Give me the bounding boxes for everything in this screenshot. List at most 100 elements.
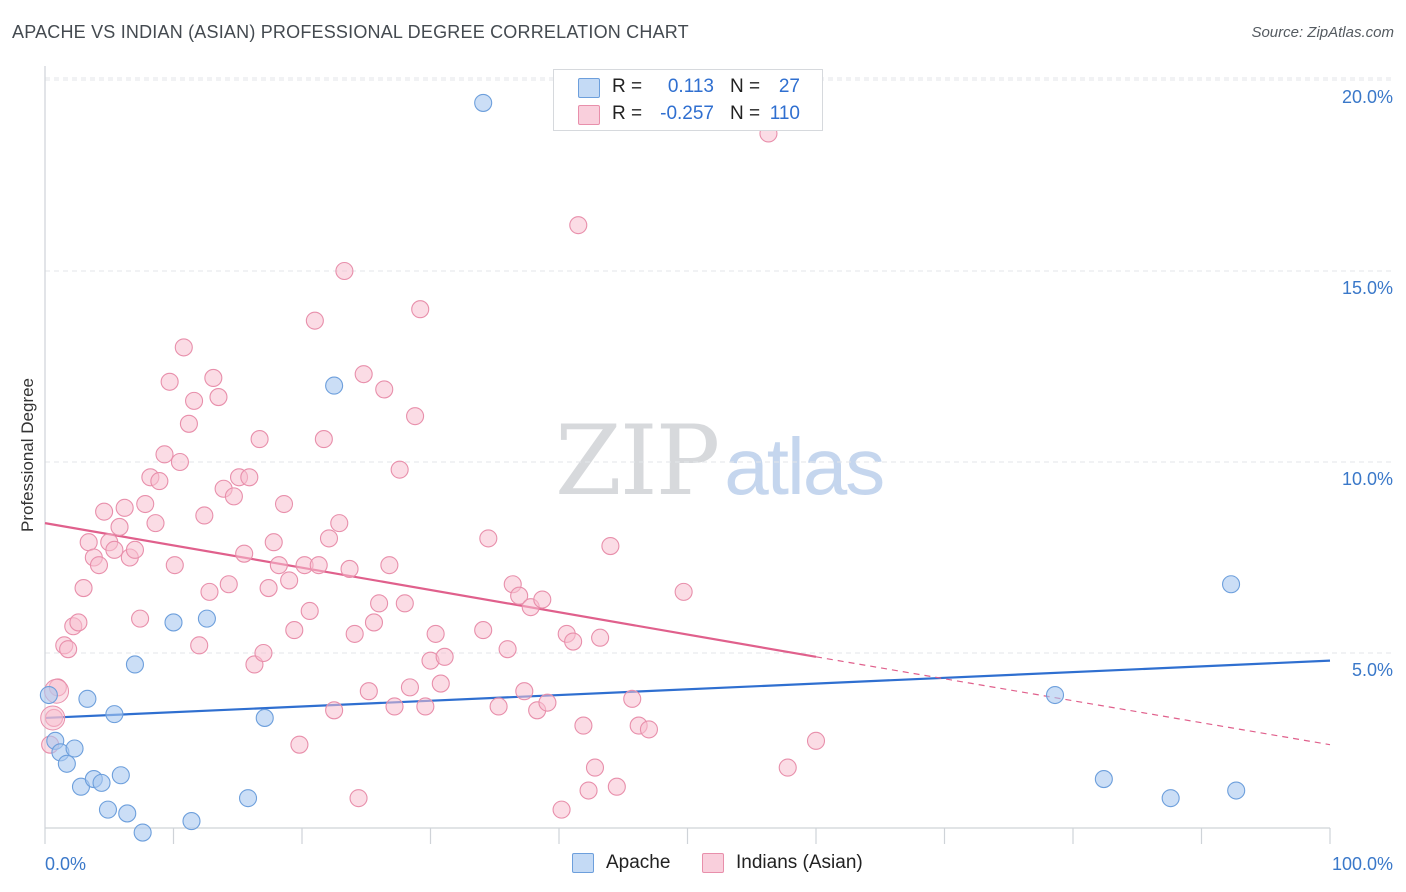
data-point-indian — [426, 624, 445, 643]
data-point-apache — [255, 708, 274, 727]
data-point-apache — [182, 812, 201, 831]
data-point-indian — [474, 621, 493, 640]
data-point-indian — [623, 689, 642, 708]
data-point-indian — [115, 498, 134, 517]
chart-title: APACHE VS INDIAN (ASIAN) PROFESSIONAL DE… — [12, 22, 689, 42]
data-point-indian — [204, 368, 223, 388]
series-apache — [39, 93, 1246, 842]
data-point-indian — [806, 731, 826, 750]
tick-labels: 5.0% 10.0% 15.0% 20.0% 0.0% 100.0% — [45, 87, 1393, 874]
legend-swatch-apache — [578, 78, 600, 98]
y-tick-label: 10.0% — [1342, 469, 1393, 489]
data-point-indian — [274, 494, 294, 514]
data-point-apache — [474, 93, 493, 112]
data-point-apache — [39, 685, 58, 705]
series-indian-asian — [40, 124, 826, 819]
data-point-indian — [390, 460, 409, 479]
legend-row-apache: R = 0.113 N = 27 — [554, 74, 822, 100]
data-point-indian — [170, 452, 189, 472]
data-point-apache — [197, 609, 216, 628]
bottom-legend-swatch-indian — [702, 853, 724, 873]
axes — [44, 66, 1331, 844]
trend-line-apache — [44, 659, 1331, 720]
data-point-indian — [165, 556, 184, 575]
data-point-indian — [209, 388, 228, 407]
data-point-indian — [125, 540, 144, 559]
data-point-indian — [601, 536, 620, 556]
data-point-indian — [400, 678, 419, 697]
legend-r-value: -0.257 — [660, 103, 714, 124]
data-point-indian — [280, 571, 299, 590]
trend-line-indian — [44, 522, 817, 658]
data-point-apache — [133, 823, 152, 842]
data-point-indian — [574, 716, 593, 735]
data-point-indian — [264, 533, 283, 552]
y-tick-label: 5.0% — [1352, 660, 1393, 680]
data-point-indian — [591, 628, 610, 647]
data-point-indian — [250, 430, 269, 449]
data-point-apache — [1094, 770, 1113, 789]
data-point-indian — [489, 697, 508, 716]
grid-lines — [45, 77, 1395, 654]
data-point-indian — [89, 556, 109, 575]
data-point-indian — [416, 697, 435, 716]
data-point-indian — [185, 391, 204, 410]
bottom-legend-swatch-apache — [572, 853, 594, 873]
bottom-legend-label-indian: Indians (Asian) — [736, 852, 863, 873]
data-point-indian — [195, 506, 214, 525]
bottom-legend: Apache Indians (Asian) — [0, 852, 1406, 876]
data-point-indian — [150, 472, 169, 491]
data-point-indian — [305, 311, 324, 330]
data-point-indian — [395, 594, 414, 613]
data-point-indian — [385, 697, 404, 716]
data-point-indian — [370, 594, 389, 613]
data-point-apache — [98, 800, 118, 819]
legend-n-label: N = — [730, 76, 761, 97]
data-point-indian — [110, 517, 129, 536]
legend-n-label: N = — [730, 103, 761, 124]
trend-line-indian-extrapolated — [815, 656, 1331, 746]
data-point-indian — [411, 300, 430, 319]
data-point-indian — [345, 624, 364, 643]
data-point-indian — [364, 613, 384, 632]
data-point-indian — [95, 502, 114, 521]
legend-r-label: R = — [612, 103, 643, 124]
data-point-apache — [65, 739, 84, 758]
data-point-apache — [1161, 789, 1180, 808]
data-point-indian — [435, 647, 454, 666]
data-point-indian — [579, 781, 598, 800]
data-point-apache — [1227, 781, 1246, 800]
data-point-indian — [340, 559, 359, 579]
data-point-indian — [290, 735, 309, 754]
data-point-indian — [533, 590, 552, 609]
legend-row-indian: R = -0.257 N = 110 — [554, 101, 822, 127]
y-tick-label: 15.0% — [1342, 278, 1393, 298]
data-point-indian — [285, 621, 304, 640]
data-point-apache — [125, 655, 144, 674]
data-point-indian — [240, 468, 259, 487]
data-point-indian — [564, 632, 583, 651]
data-point-indian — [510, 586, 529, 605]
data-point-apache — [325, 376, 344, 395]
data-point-apache — [92, 773, 111, 792]
data-point-apache — [111, 766, 130, 785]
data-point-indian — [375, 380, 394, 399]
trend-lines — [44, 522, 1331, 746]
data-point-indian — [778, 758, 797, 777]
data-point-indian — [219, 575, 238, 594]
data-point-indian — [136, 494, 155, 514]
data-point-apache — [118, 804, 137, 823]
data-point-indian — [174, 338, 193, 357]
data-point-indian — [224, 487, 243, 506]
data-point-apache — [1045, 685, 1065, 705]
data-point-indian — [40, 705, 66, 731]
data-point-indian — [538, 693, 557, 712]
data-point-indian — [155, 445, 174, 464]
bottom-legend-label-apache: Apache — [606, 852, 671, 873]
data-point-indian — [498, 640, 517, 659]
legend: R = 0.113 N = 27 R = -0.257 N = 110 — [553, 69, 823, 131]
x-tick-label: 0.0% — [45, 854, 86, 874]
data-point-indian — [585, 758, 605, 777]
data-point-indian — [146, 514, 165, 533]
